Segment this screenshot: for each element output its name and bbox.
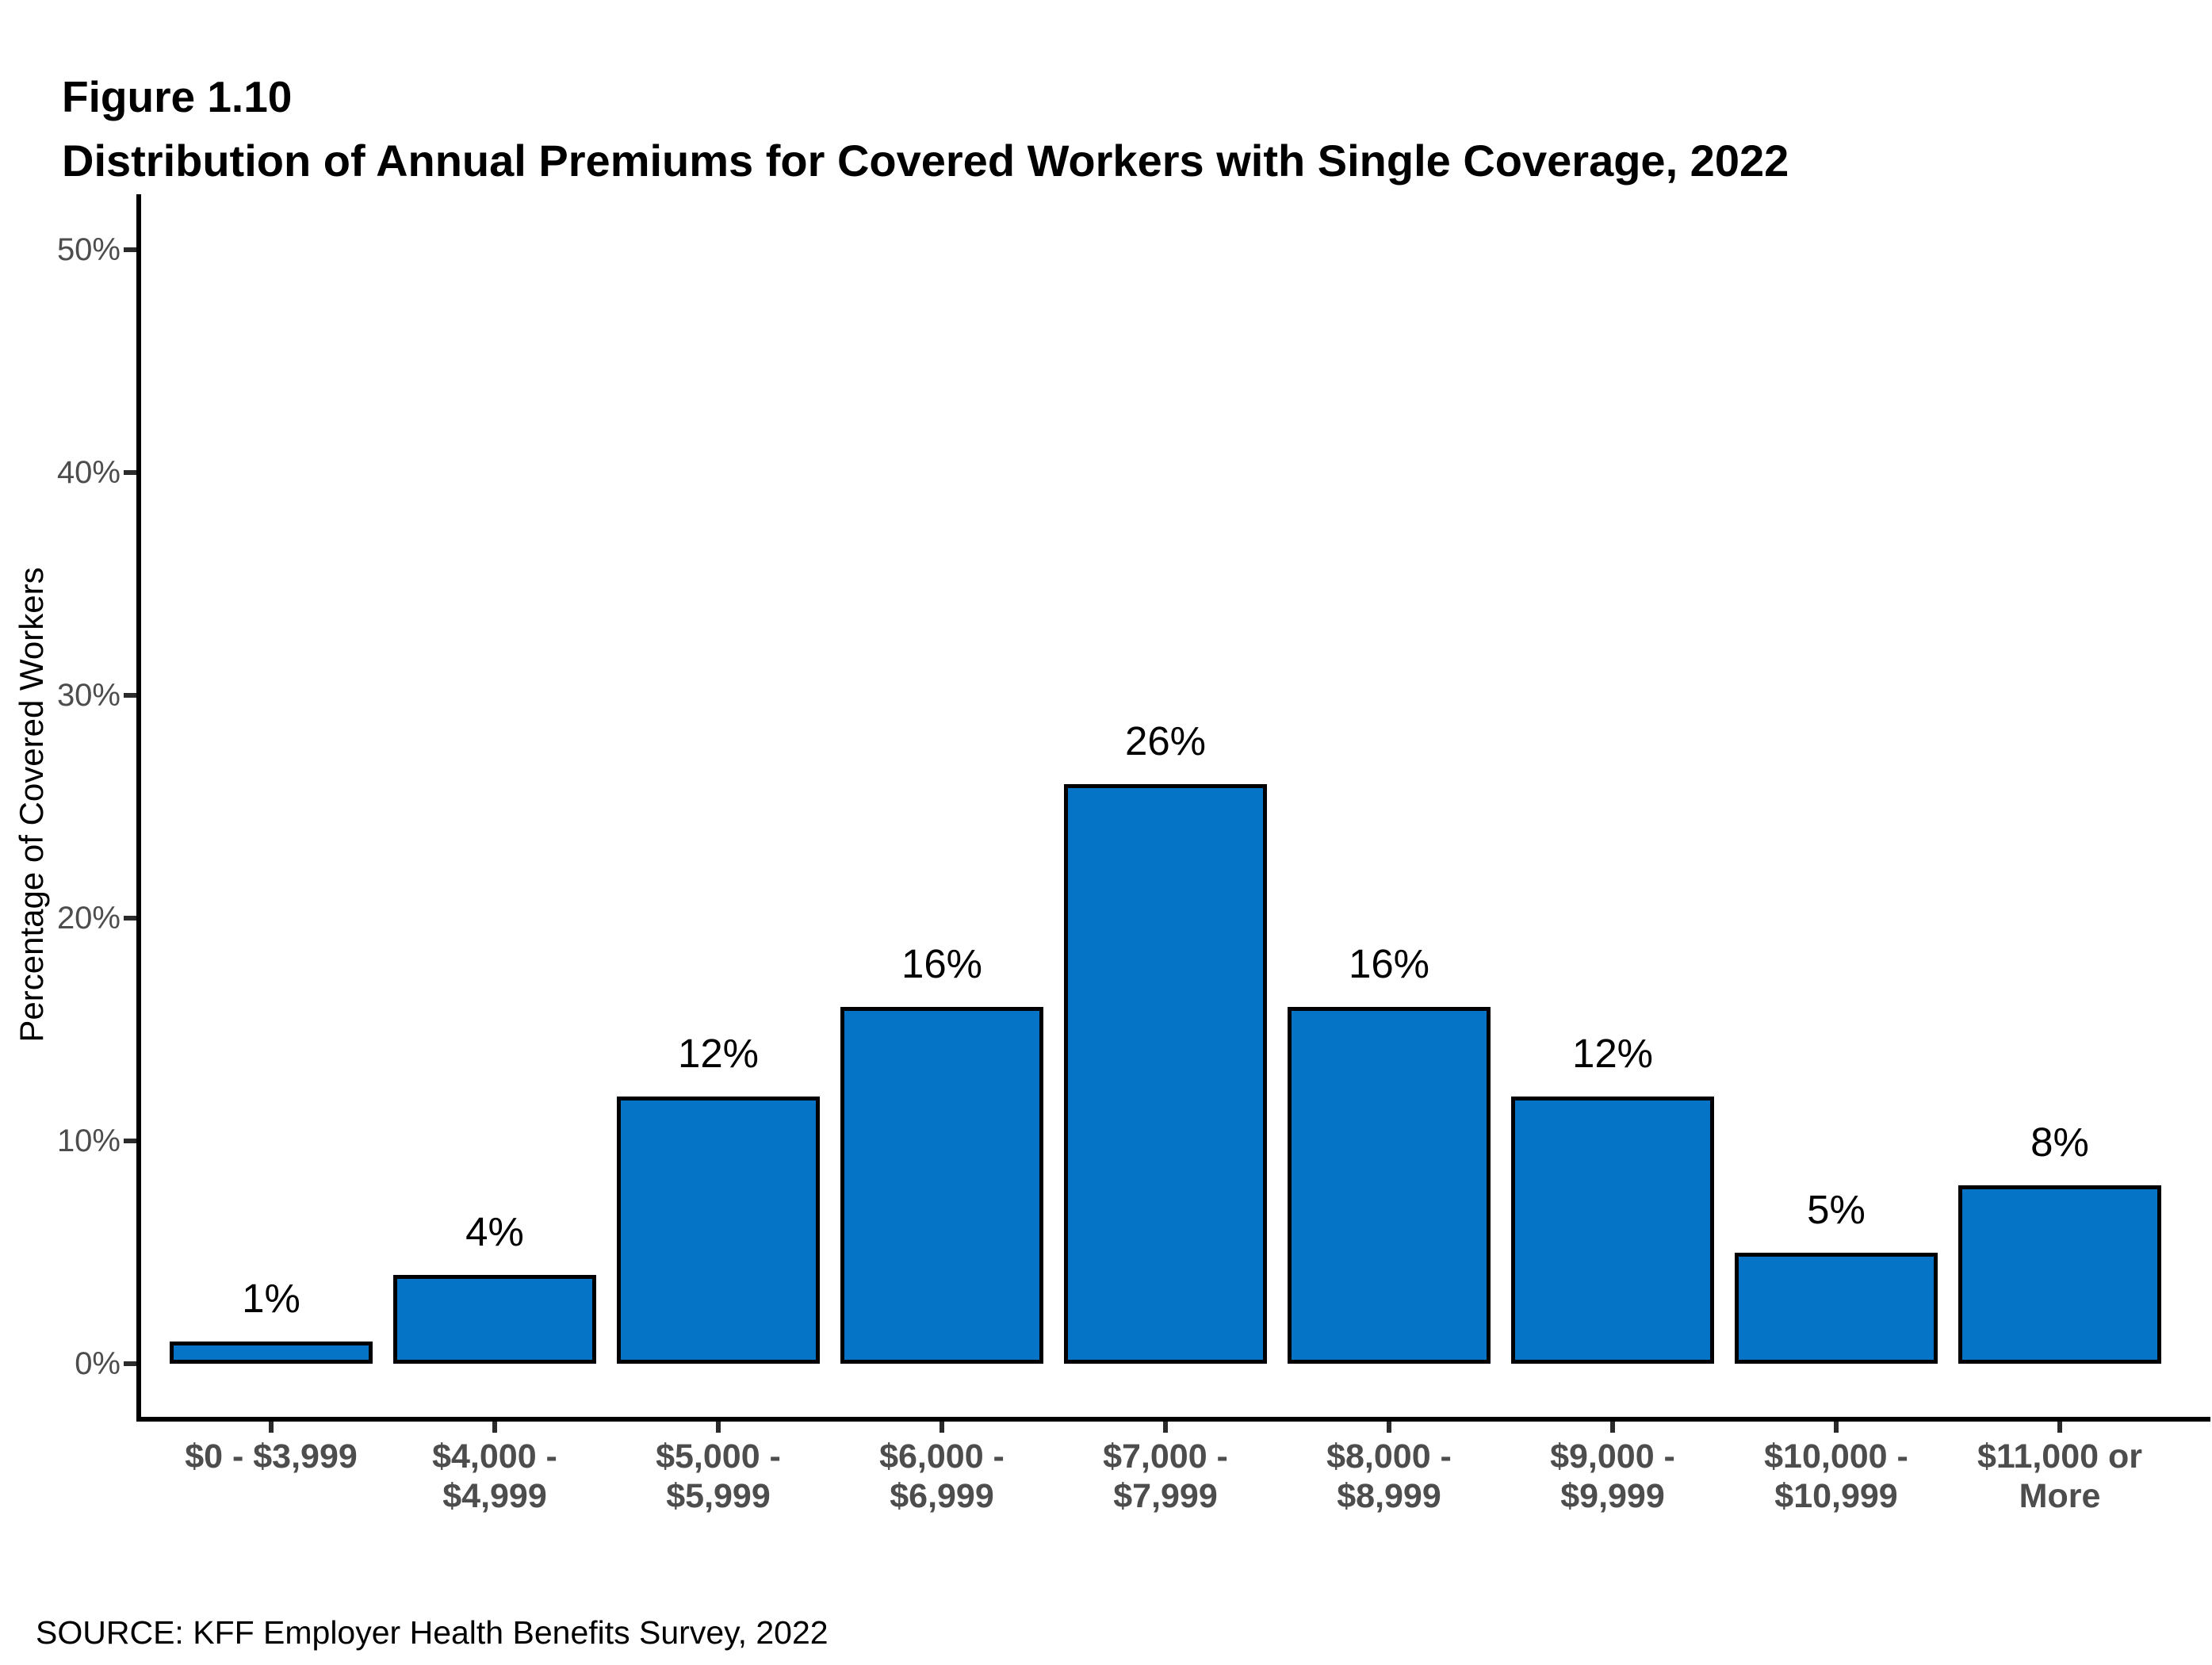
x-tick-label-line: $6,999 xyxy=(890,1477,994,1515)
source-note: SOURCE: KFF Employer Health Benefits Sur… xyxy=(36,1614,829,1651)
x-tick-label: $7,000 - $7,999 xyxy=(1054,1437,1277,1516)
bar-value-label: 12% xyxy=(1571,1030,1654,1076)
x-tick-label-line: $4,999 xyxy=(442,1477,547,1515)
x-tick-mark xyxy=(716,1422,721,1433)
x-tick-label-line: $7,999 xyxy=(1113,1477,1218,1515)
x-tick-mark xyxy=(1387,1422,1391,1433)
bar-value-label: 4% xyxy=(465,1208,524,1254)
x-tick-label-line: $5,999 xyxy=(666,1477,771,1515)
figure-number: Figure 1.10 xyxy=(62,72,293,121)
x-tick-label: $0 - $3,999 xyxy=(159,1437,383,1476)
y-tick-mark xyxy=(124,470,136,475)
y-axis-line xyxy=(136,194,141,1422)
figure-title: Distribution of Annual Premiums for Cove… xyxy=(62,136,1789,186)
x-axis-line xyxy=(136,1417,2210,1422)
x-tick-label-line: $7,000 - xyxy=(1103,1437,1228,1476)
y-tick-label: 40% xyxy=(56,455,121,490)
bar-value-label: 16% xyxy=(1348,941,1430,987)
y-tick-mark xyxy=(124,247,136,252)
y-tick-mark xyxy=(124,1361,136,1366)
y-tick-mark xyxy=(124,916,136,921)
y-tick-label: 50% xyxy=(56,232,121,267)
bar xyxy=(1288,1007,1491,1364)
x-tick-label-line: $11,000 or xyxy=(1977,1437,2142,1476)
bar xyxy=(617,1096,820,1364)
y-tick-label: 0% xyxy=(75,1346,121,1381)
x-tick-mark xyxy=(2057,1422,2062,1433)
bar xyxy=(170,1341,373,1364)
bar-value-label: 8% xyxy=(2030,1120,2089,1166)
x-tick-mark xyxy=(1834,1422,1839,1433)
y-tick-mark xyxy=(124,1139,136,1143)
x-tick-mark xyxy=(492,1422,497,1433)
x-tick-label-line: $8,999 xyxy=(1337,1477,1441,1515)
x-tick-label: $11,000 or More xyxy=(1948,1437,2172,1516)
bar xyxy=(1064,784,1267,1364)
bar xyxy=(393,1274,596,1364)
y-tick-mark xyxy=(124,693,136,698)
x-tick-label-line: $0 - $3,999 xyxy=(185,1437,358,1476)
bar-value-label: 1% xyxy=(242,1275,300,1321)
bar-value-label: 5% xyxy=(1807,1186,1866,1232)
bar-value-label: 16% xyxy=(901,941,983,987)
bar xyxy=(1735,1252,1938,1364)
bar-value-label: 26% xyxy=(1124,718,1207,764)
x-tick-label: $10,000 - $10,999 xyxy=(1724,1437,1948,1516)
bar-value-label: 12% xyxy=(677,1030,760,1076)
bar xyxy=(1511,1096,1714,1364)
x-tick-label: $5,000 - $5,999 xyxy=(607,1437,830,1516)
x-tick-mark xyxy=(269,1422,274,1433)
x-tick-label-line: $10,000 - xyxy=(1764,1437,1908,1476)
y-tick-label: 30% xyxy=(56,678,121,713)
x-tick-label-line: $6,000 - xyxy=(879,1437,1005,1476)
x-tick-label-line: $4,000 - xyxy=(432,1437,557,1476)
x-tick-label-line: $8,000 - xyxy=(1326,1437,1452,1476)
x-tick-mark xyxy=(940,1422,944,1433)
x-tick-label-line: $5,000 - xyxy=(656,1437,781,1476)
x-tick-label: $4,000 - $4,999 xyxy=(383,1437,607,1516)
x-tick-label-line: $10,999 xyxy=(1774,1477,1898,1515)
x-tick-label: $9,000 - $9,999 xyxy=(1501,1437,1724,1516)
x-tick-label-line: $9,000 - xyxy=(1550,1437,1675,1476)
x-tick-label: $6,000 - $6,999 xyxy=(830,1437,1054,1516)
y-tick-label: 10% xyxy=(56,1123,121,1158)
x-tick-label-line: More xyxy=(2019,1477,2101,1515)
x-tick-mark xyxy=(1610,1422,1615,1433)
x-tick-label: $8,000 - $8,999 xyxy=(1277,1437,1501,1516)
x-tick-mark xyxy=(1163,1422,1168,1433)
y-tick-label: 20% xyxy=(56,901,121,936)
bar xyxy=(840,1007,1043,1364)
x-tick-label-line: $9,999 xyxy=(1560,1477,1665,1515)
bar xyxy=(1958,1185,2161,1364)
